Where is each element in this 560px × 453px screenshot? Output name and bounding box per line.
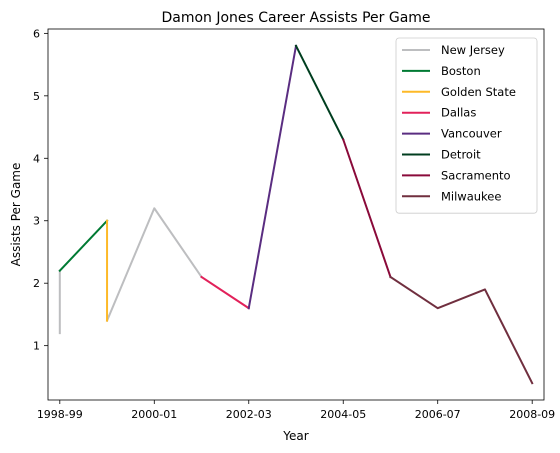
series-lines [58,44,534,385]
y-tick-label: 2 [33,277,40,290]
x-axis-label: Year [282,429,308,443]
x-axis-ticks: 1998-99 2000-01 2002-03 2004-05 2006-07 2008-… [37,400,555,421]
series-line-vancouver-0 [247,44,298,310]
x-tick-label: 2004-05 [320,408,366,421]
y-tick-label: 4 [33,152,40,165]
legend-label-detroit: Detroit [441,148,481,162]
legend: New Jersey Boston Golden State Dallas Vancou… [395,37,538,214]
chart-title: Damon Jones Career Assists Per Game [161,10,430,26]
y-tick-label: 6 [33,27,40,40]
x-tick-label: 1998-99 [37,408,83,421]
y-axis-label: Assists Per Game [9,163,23,267]
y-tick-label: 5 [33,90,40,103]
x-tick-label: 2008-09 [509,408,555,421]
legend-label-milwaukee: Milwaukee [441,189,501,203]
x-tick-label: 2000-01 [131,408,177,421]
legend-label-boston: Boston [441,64,481,78]
legend-label-dallas: Dallas [441,106,476,120]
y-tick-label: 3 [33,215,40,228]
legend-label-vancouver: Vancouver [441,127,502,141]
series-line-sacramento-0 [341,138,392,279]
y-axis-ticks: 1 2 3 4 5 6 [33,27,48,353]
plot-frame [47,28,545,401]
legend-box [395,37,538,214]
series-line-dallas-0 [200,275,251,310]
legend-label-new-jersey: New Jersey [441,43,505,57]
series-line-detroit-0 [294,44,345,141]
legend-label-sacramento: Sacramento [441,168,511,182]
y-tick-label: 1 [33,340,40,353]
series-line-new-jersey-1 [105,207,203,322]
series-line-milwaukee-0 [389,275,534,385]
series-line-boston-0 [58,219,109,273]
legend-label-golden-state: Golden State [441,85,516,99]
x-tick-label: 2002-03 [226,408,272,421]
x-tick-label: 2006-07 [415,408,461,421]
